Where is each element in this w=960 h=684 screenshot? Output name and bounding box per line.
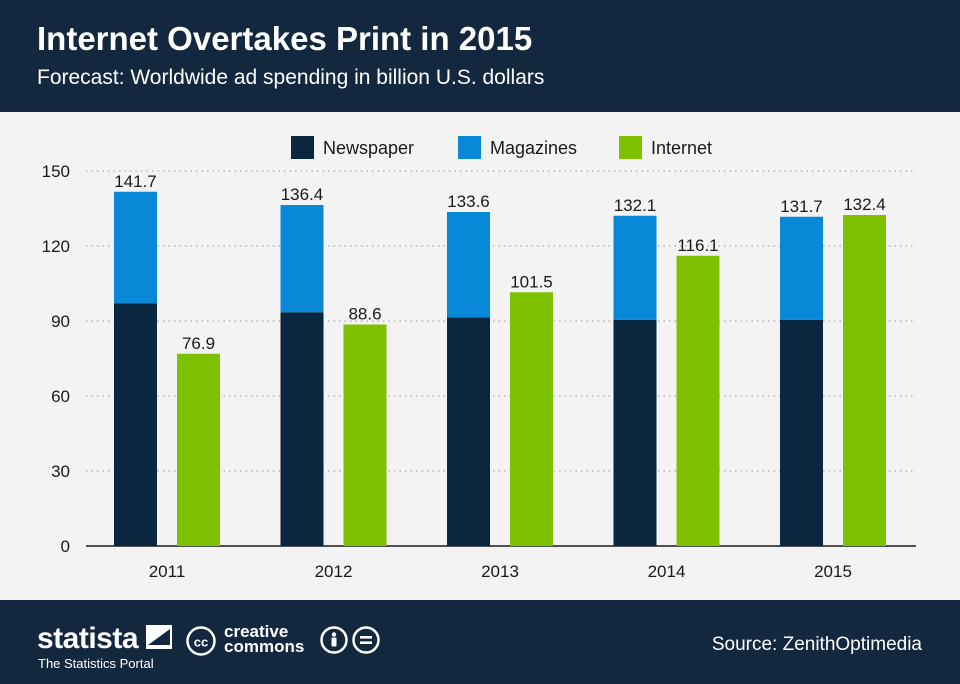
source-note: Source: ZenithOptimedia xyxy=(711,634,922,655)
legend-label-magazines: Magazines xyxy=(490,138,577,158)
legend: Newspaper Magazines Internet xyxy=(291,136,712,159)
statista-tagline: The Statistics Portal xyxy=(38,656,154,671)
header: Internet Overtakes Print in 2015 Forecas… xyxy=(0,0,960,112)
statista-logo[interactable]: statista xyxy=(37,622,139,655)
legend-label-internet: Internet xyxy=(651,138,712,158)
internet-value-label: 116.1 xyxy=(677,236,718,255)
bar-newspaper-2013 xyxy=(447,317,490,546)
grid-lines xyxy=(86,170,916,547)
bar-newspaper-2011 xyxy=(114,303,157,546)
x-tick-label: 2011 xyxy=(149,562,186,581)
x-tick-label: 2015 xyxy=(814,562,852,581)
print-total-label: 141.7 xyxy=(114,172,157,191)
internet-value-label: 132.4 xyxy=(843,195,886,214)
bars xyxy=(114,191,886,546)
bar-internet-2015 xyxy=(843,215,886,546)
bar-magazines-2012 xyxy=(280,205,324,313)
bar-newspaper-2015 xyxy=(780,319,823,546)
x-axis-ticks: 2011 2012 2013 2014 2015 xyxy=(149,562,852,581)
creative-commons-text: creative commons xyxy=(224,622,305,656)
no-derivatives-icon xyxy=(352,626,380,654)
chart-title: Internet Overtakes Print in 2015 xyxy=(37,20,533,57)
data-labels: 141.7 76.9 136.4 88.6 133.6 101.5 132.1 116.1 13… xyxy=(114,172,886,353)
creative-commons-icon[interactable]: cc xyxy=(186,626,218,656)
y-axis-ticks: 0 30 60 90 120 150 xyxy=(42,162,70,556)
x-tick-label: 2014 xyxy=(648,562,686,581)
y-tick-label: 60 xyxy=(51,387,70,406)
bar-magazines-2015 xyxy=(780,216,823,320)
internet-value-label: 76.9 xyxy=(182,334,215,353)
x-tick-label: 2012 xyxy=(315,562,353,581)
bar-newspaper-2012 xyxy=(280,312,324,546)
internet-value-label: 88.6 xyxy=(348,305,381,324)
chart-area: 0 30 60 90 120 150 141.7 76.9 136.4 88.6 133.6 101… xyxy=(0,112,960,600)
cc-line-2: commons xyxy=(224,637,305,656)
print-total-label: 136.4 xyxy=(281,185,324,204)
chart-subtitle: Forecast: Worldwide ad spending in billi… xyxy=(37,66,545,89)
y-tick-label: 30 xyxy=(51,462,70,481)
legend-swatch-newspaper xyxy=(291,136,314,159)
legend-label-newspaper: Newspaper xyxy=(323,138,414,158)
attribution-icon xyxy=(320,626,348,654)
bar-magazines-2014 xyxy=(613,215,657,320)
print-total-label: 131.7 xyxy=(780,197,823,216)
bar-chart: 0 30 60 90 120 150 141.7 76.9 136.4 88.6 133.6 101… xyxy=(42,136,916,581)
statista-flag-icon xyxy=(146,625,172,649)
internet-value-label: 101.5 xyxy=(510,272,553,291)
cc-line-1: creative xyxy=(224,622,289,641)
svg-text:cc: cc xyxy=(194,635,208,650)
print-total-label: 133.6 xyxy=(447,192,490,211)
footer: statista The Statistics Portal cc creati… xyxy=(0,600,960,684)
legend-swatch-magazines xyxy=(458,136,481,159)
y-tick-label: 0 xyxy=(61,537,70,556)
bar-magazines-2013 xyxy=(447,212,490,318)
legend-swatch-internet xyxy=(619,136,642,159)
bar-internet-2011 xyxy=(177,353,220,546)
y-tick-label: 90 xyxy=(51,312,70,331)
print-total-label: 132.1 xyxy=(614,196,657,215)
y-tick-label: 120 xyxy=(42,237,70,256)
bar-internet-2013 xyxy=(510,292,553,546)
bar-magazines-2011 xyxy=(114,191,157,304)
bar-internet-2012 xyxy=(343,324,387,546)
y-tick-label: 150 xyxy=(42,162,70,181)
bar-internet-2014 xyxy=(676,255,720,546)
x-tick-label: 2013 xyxy=(481,562,519,581)
bar-newspaper-2014 xyxy=(613,319,657,546)
